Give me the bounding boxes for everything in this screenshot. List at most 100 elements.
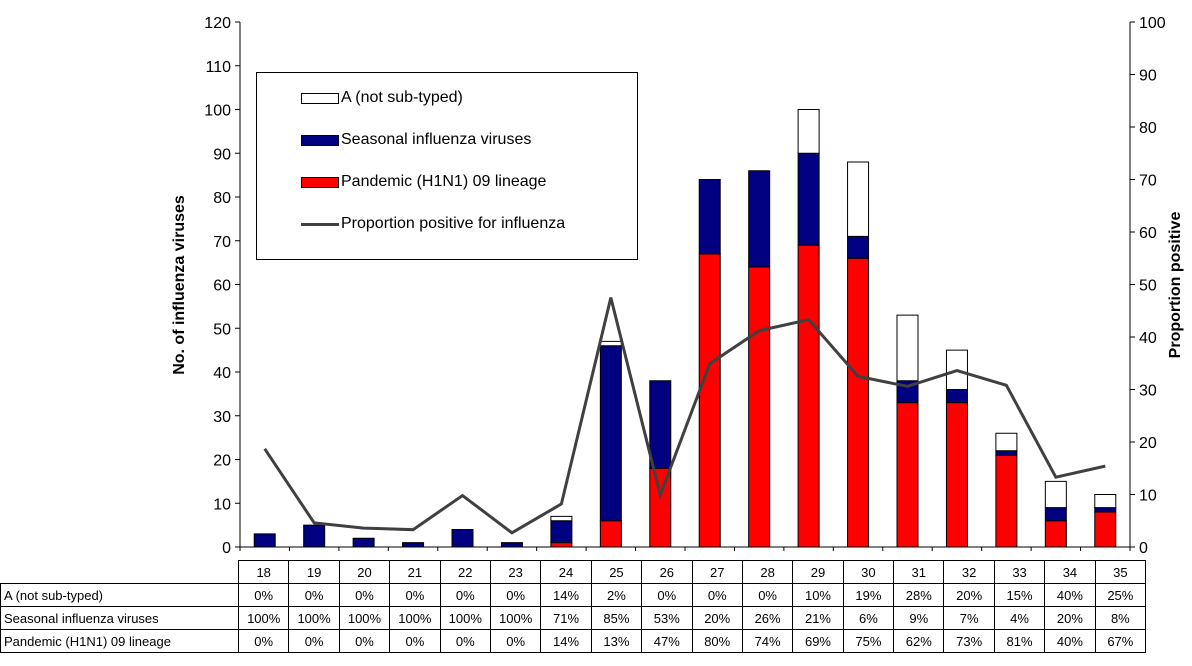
table-header-cell: 30 <box>842 560 895 584</box>
table-cell: 40% <box>1044 583 1096 607</box>
table-header-cell: 26 <box>641 560 693 584</box>
y-tick-label: 10 <box>213 496 231 513</box>
table-header-cell: 24 <box>540 560 592 584</box>
bar-segment-1 <box>649 380 672 469</box>
table-cell: 0% <box>338 629 391 653</box>
legend-item-pandemic: Pandemic (H1N1) 09 lineage <box>301 171 546 193</box>
y-tick-label: 100 <box>204 103 231 120</box>
table-cell: 0% <box>691 583 743 607</box>
bar-segment-1 <box>352 537 375 548</box>
y2-tick-label: 10 <box>1139 488 1157 505</box>
table-cell: 0% <box>389 583 441 607</box>
table-cell: 75% <box>842 629 895 653</box>
table-cell: 0% <box>641 583 693 607</box>
chart-legend: A (not sub-typed) Seasonal influenza vir… <box>256 72 638 260</box>
table-header-row: 18 19 20 21 22 23 24 25 26 27 28 29 30 31 32 33 34 35 <box>1 560 1147 584</box>
line-series <box>263 297 1106 535</box>
table-cell: 26% <box>741 606 794 630</box>
table-cell: 0% <box>338 583 391 607</box>
y-tick-label: 30 <box>213 409 231 426</box>
table-cell: 15% <box>993 583 1046 607</box>
bar-segment-1 <box>303 524 326 548</box>
y-tick-label: 60 <box>213 278 231 295</box>
chart-canvas: 0 10 20 30 40 50 60 70 80 90 100 110 120 0 10 20 30 40 50… <box>171 15 1184 557</box>
left-axis: 0 10 20 30 40 50 60 70 80 90 100 110 120 <box>204 15 1131 557</box>
table-cell: 10% <box>792 583 844 607</box>
table-header-cell: 35 <box>1094 560 1147 584</box>
bar-segment-0 <box>748 266 771 548</box>
legend-swatch-seasonal <box>301 134 339 146</box>
table-cell: 28% <box>893 583 945 607</box>
bar-segment-0 <box>995 454 1018 548</box>
table-cell: 0% <box>389 629 441 653</box>
table-header-cell: 29 <box>792 560 844 584</box>
table-cell: 67% <box>1094 629 1147 653</box>
y-tick-label: 120 <box>204 15 231 32</box>
bar-segment-1 <box>550 520 573 544</box>
bar-segment-0 <box>896 402 919 548</box>
table-cell: 81% <box>993 629 1046 653</box>
y2-tick-label: 30 <box>1139 383 1157 400</box>
bar-segment-0 <box>550 542 573 548</box>
bar-series <box>253 109 1117 548</box>
bar-segment-1 <box>748 170 771 268</box>
y-tick-label: 50 <box>213 321 231 338</box>
data-table: 18 19 20 21 22 23 24 25 26 27 28 29 30 31 32 33 34 35 A (n… <box>0 560 1147 653</box>
table-header-cell: 25 <box>590 560 643 584</box>
bar-segment-1 <box>995 450 1018 456</box>
bar-segment-2 <box>550 515 573 522</box>
table-cell: 20% <box>943 583 995 607</box>
y-tick-label: 40 <box>213 365 231 382</box>
y2-tick-label: 0 <box>1139 540 1148 557</box>
table-header-cell: 20 <box>338 560 391 584</box>
table-cell: 80% <box>691 629 743 653</box>
bar-segment-0 <box>649 467 672 548</box>
table-cell: 8% <box>1094 606 1147 630</box>
y-tick-label: 110 <box>205 59 231 76</box>
y2-axis-label: Proportion positive <box>1167 212 1184 359</box>
bar-segment-0 <box>945 402 968 548</box>
legend-label: Proportion positive for influenza <box>341 215 566 232</box>
table-header-cell: 34 <box>1044 560 1096 584</box>
table-cell: 0% <box>489 629 542 653</box>
y-tick-label: 0 <box>222 540 231 557</box>
legend-swatch-not-subtyped <box>301 92 339 104</box>
bar-segment-1 <box>945 389 968 404</box>
table-cell: 21% <box>792 606 844 630</box>
bar-segment-1 <box>599 345 622 522</box>
table-cell: 9% <box>893 606 945 630</box>
legend-line-proportion <box>301 222 339 226</box>
table-cell: 100% <box>338 606 391 630</box>
table-cell: 62% <box>893 629 945 653</box>
y2-tick-label: 50 <box>1139 278 1157 295</box>
table-header-cell: 22 <box>439 560 491 584</box>
table-cell: 74% <box>741 629 794 653</box>
bar-segment-1 <box>1044 507 1067 522</box>
bar-segment-2 <box>1044 480 1067 509</box>
table-cell: 13% <box>590 629 643 653</box>
y-tick-label: 80 <box>213 190 231 207</box>
bar-segment-1 <box>847 235 870 259</box>
table-cell: 25% <box>1094 583 1147 607</box>
table-cell: 14% <box>540 583 592 607</box>
table-row: Seasonal influenza viruses 100% 100% 100% 10… <box>0 606 1147 630</box>
table-header-cell: 18 <box>237 560 290 584</box>
legend-item-seasonal: Seasonal influenza viruses <box>301 129 531 151</box>
y2-tick-label: 100 <box>1139 15 1166 32</box>
table-cell: 2% <box>590 583 643 607</box>
table-header-cell: 19 <box>288 560 340 584</box>
table-cell: 0% <box>439 629 491 653</box>
table-header-cell: 33 <box>993 560 1046 584</box>
table-cell: 6% <box>842 606 895 630</box>
table-cell: 20% <box>1044 606 1096 630</box>
table-cell: 7% <box>943 606 995 630</box>
bar-segment-1 <box>698 179 721 255</box>
legend-item-proportion: Proportion positive for influenza <box>301 213 565 235</box>
table-cell: 4% <box>993 606 1046 630</box>
table-header-cell: 31 <box>893 560 945 584</box>
y2-tick-label: 40 <box>1139 330 1157 347</box>
bar-segment-2 <box>995 432 1018 452</box>
table-cell: 40% <box>1044 629 1096 653</box>
bar-segment-0 <box>698 253 721 548</box>
table-cell: 0% <box>741 583 794 607</box>
